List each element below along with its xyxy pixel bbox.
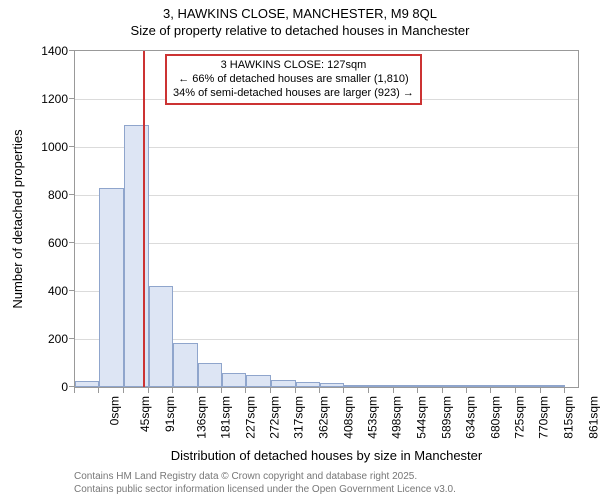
x-tick-label: 544sqm <box>415 396 429 439</box>
x-tick-label: 227sqm <box>243 396 257 439</box>
y-tick-label: 600 <box>28 236 68 250</box>
x-tick-mark <box>221 388 222 393</box>
y-tick-mark <box>69 50 74 51</box>
x-tick-label: 634sqm <box>464 396 478 439</box>
y-tick-label: 1000 <box>28 140 68 154</box>
annotation-line: ← 66% of detached houses are smaller (1,… <box>173 73 414 87</box>
y-tick-label: 800 <box>28 188 68 202</box>
gridline <box>75 243 578 244</box>
x-tick-mark <box>490 388 491 393</box>
y-tick-mark <box>69 386 74 387</box>
y-tick-label: 400 <box>28 284 68 298</box>
x-tick-label: 91sqm <box>163 396 177 432</box>
x-tick-mark <box>319 388 320 393</box>
y-tick-label: 1200 <box>28 92 68 106</box>
histogram-bar <box>271 380 296 387</box>
histogram-bar <box>467 385 491 387</box>
x-tick-label: 317sqm <box>292 396 306 439</box>
y-tick-mark <box>69 146 74 147</box>
y-tick-mark <box>69 242 74 243</box>
x-tick-mark <box>540 388 541 393</box>
x-tick-label: 45sqm <box>138 396 152 432</box>
histogram-bar <box>75 381 99 387</box>
x-tick-mark <box>295 388 296 393</box>
x-tick-mark <box>442 388 443 393</box>
x-tick-mark <box>393 388 394 393</box>
x-tick-label: 861sqm <box>586 396 600 439</box>
histogram-bar <box>369 385 393 387</box>
histogram-bar <box>198 363 222 387</box>
x-tick-mark <box>172 388 173 393</box>
histogram-bar <box>516 385 541 387</box>
histogram-bar <box>344 385 369 387</box>
chart-title-line1: 3, HAWKINS CLOSE, MANCHESTER, M9 8QL <box>0 6 600 23</box>
x-tick-label: 453sqm <box>366 396 380 439</box>
histogram-bar <box>320 383 344 387</box>
x-tick-label: 0sqm <box>107 396 121 425</box>
y-tick-label: 200 <box>28 332 68 346</box>
x-tick-mark <box>564 388 565 393</box>
property-marker-line <box>143 51 145 387</box>
x-tick-label: 589sqm <box>439 396 453 439</box>
histogram-bar <box>541 385 565 387</box>
x-tick-mark <box>368 388 369 393</box>
x-tick-label: 680sqm <box>488 396 502 439</box>
x-tick-label: 815sqm <box>562 396 576 439</box>
attribution-line: Contains public sector information licen… <box>74 484 456 497</box>
x-tick-label: 770sqm <box>537 396 551 439</box>
data-attribution: Contains HM Land Registry data © Crown c… <box>74 471 456 496</box>
x-tick-label: 136sqm <box>194 396 208 439</box>
x-tick-label: 272sqm <box>268 396 282 439</box>
x-tick-mark <box>270 388 271 393</box>
histogram-bar <box>99 188 124 387</box>
x-axis-label: Distribution of detached houses by size … <box>74 448 579 463</box>
y-tick-mark <box>69 290 74 291</box>
histogram-bar <box>124 125 148 387</box>
x-tick-label: 498sqm <box>390 396 404 439</box>
y-tick-label: 0 <box>28 380 68 394</box>
histogram-bar <box>491 385 515 387</box>
x-tick-mark <box>343 388 344 393</box>
attribution-line: Contains HM Land Registry data © Crown c… <box>74 471 456 484</box>
y-tick-label: 1400 <box>28 44 68 58</box>
x-tick-mark <box>123 388 124 393</box>
x-tick-mark <box>466 388 467 393</box>
x-tick-label: 408sqm <box>341 396 355 439</box>
x-tick-mark <box>74 388 75 393</box>
x-tick-mark <box>417 388 418 393</box>
x-tick-label: 181sqm <box>219 396 233 439</box>
histogram-bar <box>222 373 246 387</box>
histogram-bar <box>173 343 198 387</box>
x-tick-mark <box>98 388 99 393</box>
histogram-bar <box>418 385 443 387</box>
x-tick-mark <box>148 388 149 393</box>
gridline <box>75 147 578 148</box>
histogram-bar <box>149 286 173 387</box>
histogram-bar <box>443 385 467 387</box>
histogram-bar <box>296 382 320 387</box>
plot-area: 3 HAWKINS CLOSE: 127sqm ← 66% of detache… <box>74 50 579 388</box>
marker-annotation-box: 3 HAWKINS CLOSE: 127sqm ← 66% of detache… <box>165 54 422 105</box>
y-tick-mark <box>69 338 74 339</box>
histogram-bar <box>394 385 418 387</box>
x-tick-label: 362sqm <box>316 396 330 439</box>
x-tick-mark <box>197 388 198 393</box>
annotation-line: 3 HAWKINS CLOSE: 127sqm <box>173 59 414 73</box>
y-axis-label: Number of detached properties <box>10 129 25 308</box>
chart-title-block: 3, HAWKINS CLOSE, MANCHESTER, M9 8QL Siz… <box>0 0 600 40</box>
annotation-line: 34% of semi-detached houses are larger (… <box>173 87 414 101</box>
chart-title-line2: Size of property relative to detached ho… <box>0 23 600 40</box>
x-tick-mark <box>245 388 246 393</box>
x-tick-label: 725sqm <box>513 396 527 439</box>
y-tick-mark <box>69 98 74 99</box>
x-tick-mark <box>515 388 516 393</box>
gridline <box>75 195 578 196</box>
histogram-bar <box>246 375 270 387</box>
y-tick-mark <box>69 194 74 195</box>
